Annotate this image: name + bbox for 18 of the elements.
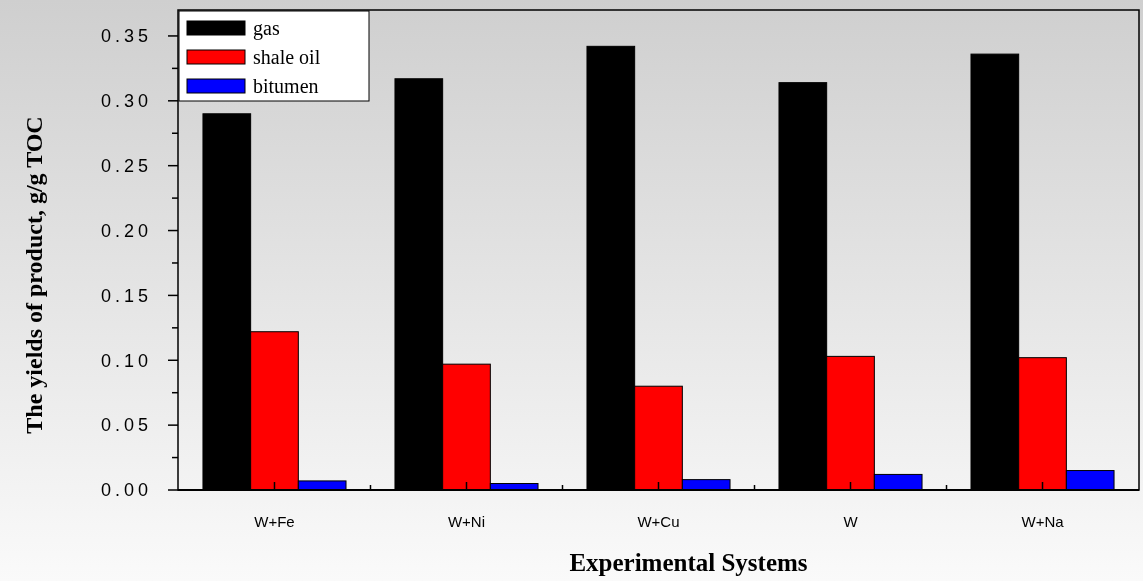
x-tick-label: W+Cu bbox=[637, 513, 680, 530]
legend-label: gas bbox=[253, 17, 280, 40]
y-tick-label: 0.10 bbox=[100, 350, 152, 371]
x-tick-label: W+Ni bbox=[447, 513, 486, 530]
x-axis-title: Experimental Systems bbox=[569, 549, 808, 576]
y-tick-label: 0.20 bbox=[100, 220, 152, 241]
x-tick-label: W+Fe bbox=[254, 513, 295, 530]
y-tick-label: 0.15 bbox=[100, 285, 152, 306]
y-tick-label: 0.30 bbox=[100, 91, 152, 112]
y-tick-label: 0.00 bbox=[100, 480, 152, 501]
y-axis-title: The yields of product, g/g TOC bbox=[21, 116, 47, 434]
y-tick-label: 0.05 bbox=[100, 415, 152, 436]
y-tick-label: 0.25 bbox=[100, 155, 152, 176]
y-tick-label: 0.35 bbox=[100, 26, 152, 47]
x-tick-label: W+Na bbox=[1021, 513, 1065, 530]
legend-label: shale oil bbox=[253, 46, 321, 68]
legend-label: bitumen bbox=[253, 75, 319, 97]
x-tick-label: W bbox=[843, 513, 859, 530]
